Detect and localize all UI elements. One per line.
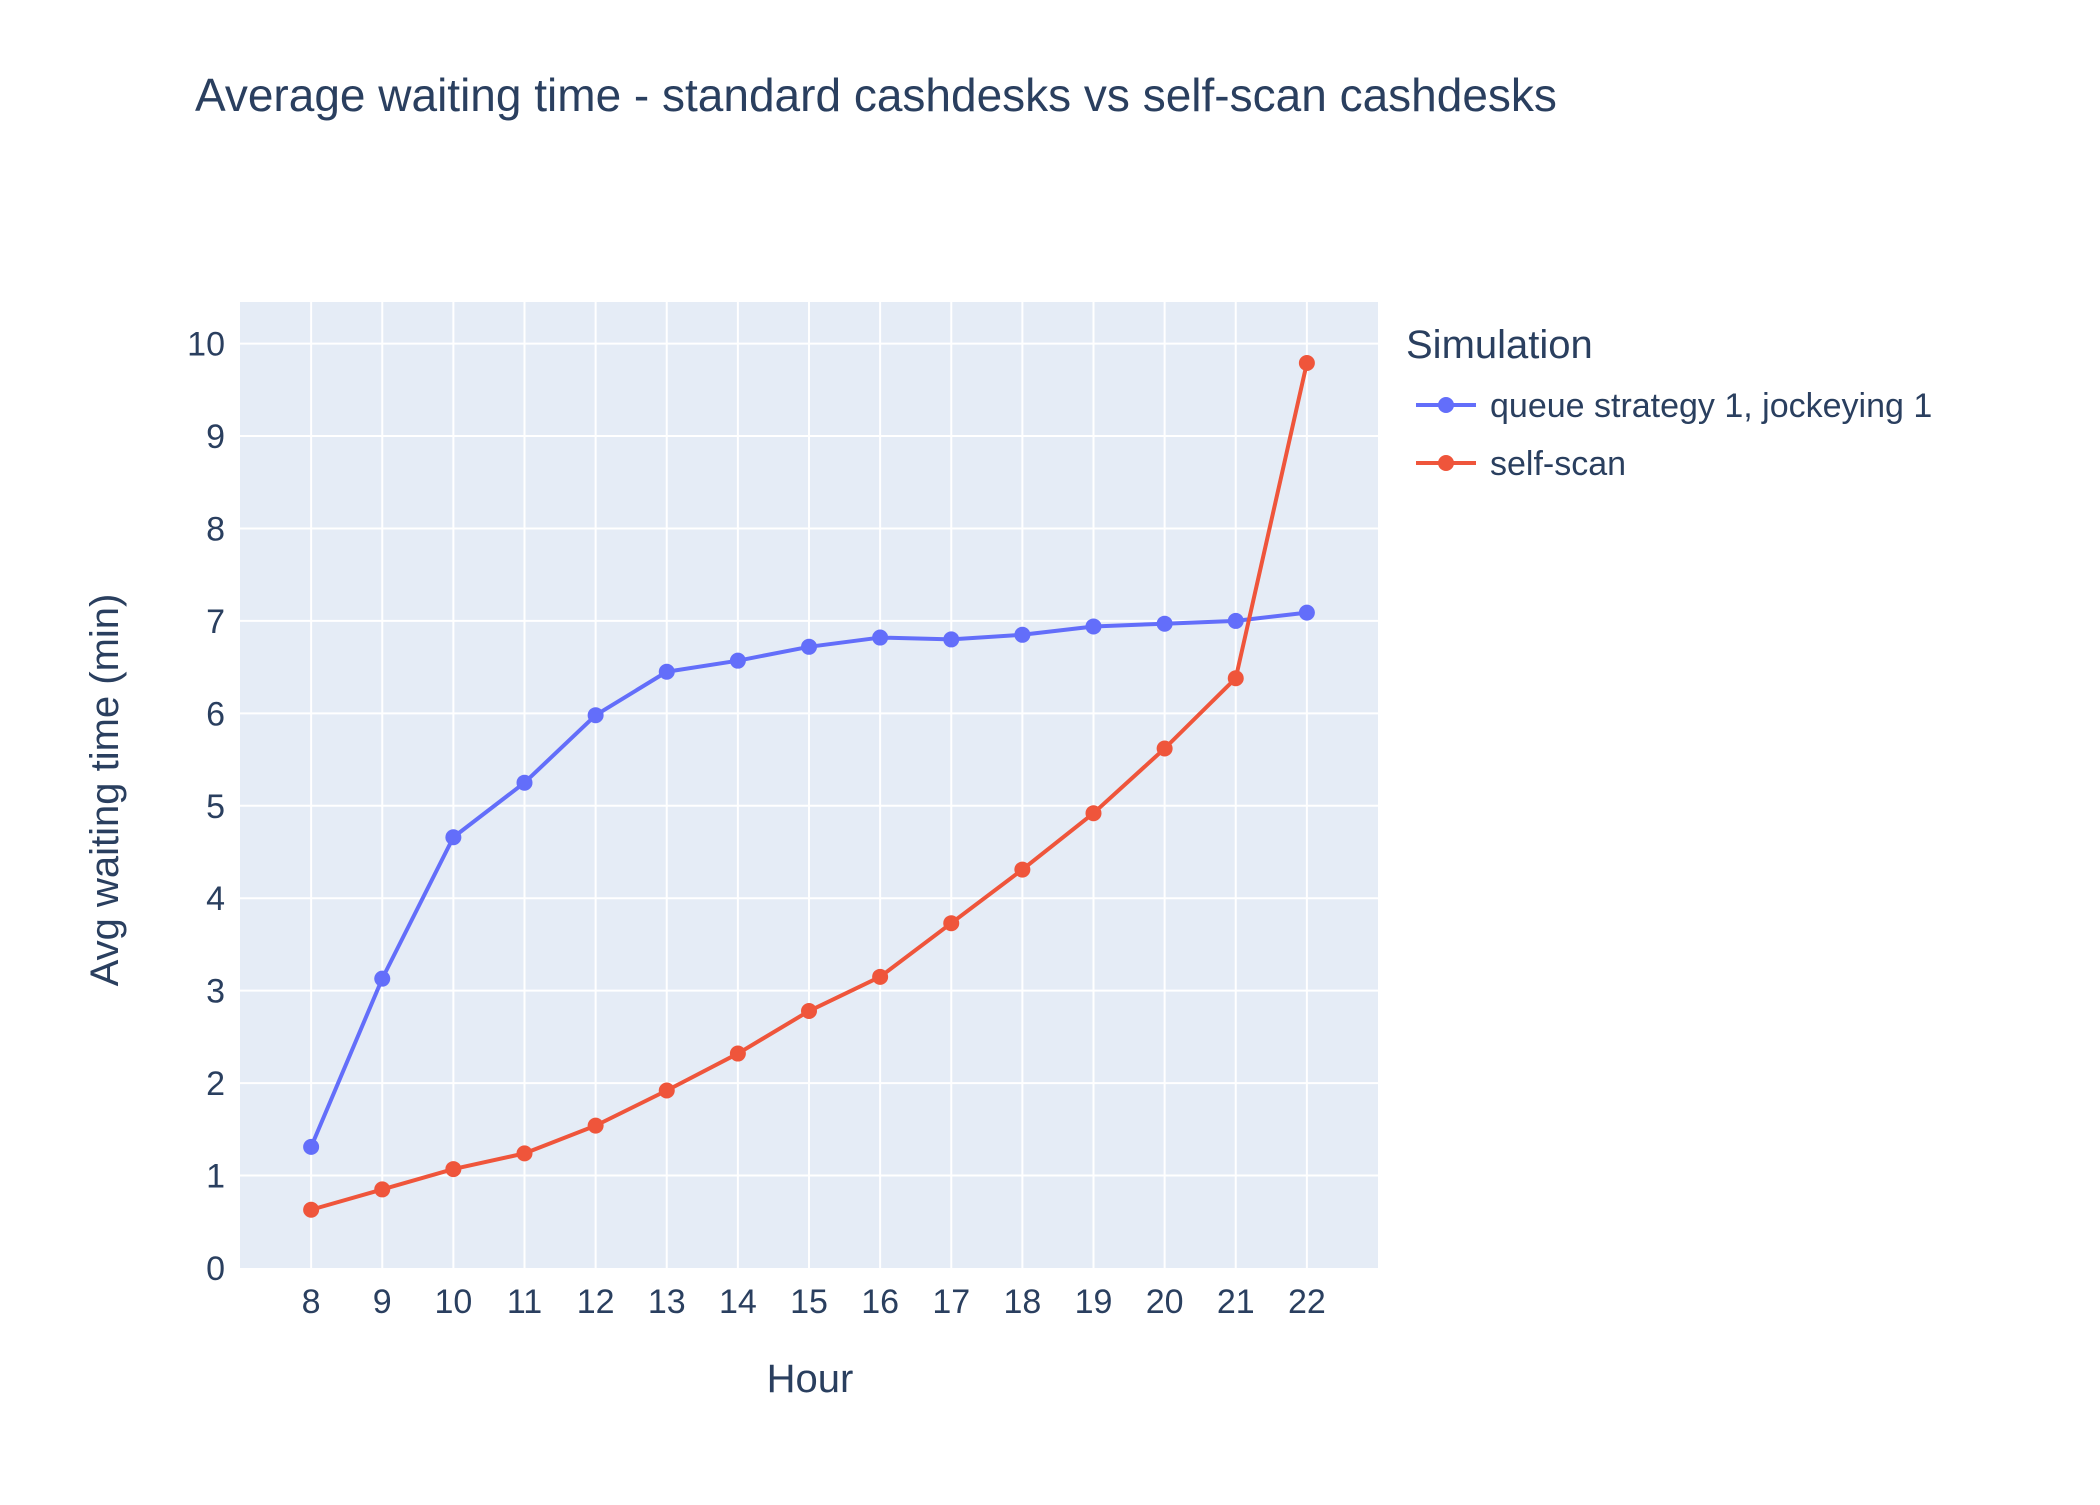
data-point <box>374 1181 391 1198</box>
data-point <box>303 1201 320 1218</box>
data-point <box>801 1003 817 1020</box>
data-point <box>658 663 675 680</box>
data-point <box>445 1161 462 1178</box>
x-tick-label: 15 <box>790 1283 828 1321</box>
data-point <box>303 1138 320 1155</box>
y-tick-label: 7 <box>206 603 225 641</box>
y-tick-label: 0 <box>206 1250 225 1288</box>
x-axis-title: Hour <box>767 1357 854 1401</box>
y-tick-label: 3 <box>206 973 225 1011</box>
y-tick-label: 1 <box>206 1158 225 1196</box>
data-point <box>658 1082 675 1099</box>
data-point <box>587 1117 604 1134</box>
data-point <box>587 707 604 724</box>
x-tick-label: 17 <box>932 1283 970 1321</box>
y-tick-label: 10 <box>187 326 225 364</box>
data-point <box>1156 740 1173 757</box>
y-tick-label: 9 <box>206 418 225 456</box>
x-tick-label: 20 <box>1146 1283 1184 1321</box>
legend-marker-2 <box>1438 455 1454 471</box>
x-tick-label: 14 <box>719 1283 757 1321</box>
data-point <box>1227 670 1244 687</box>
data-point <box>516 1145 533 1162</box>
data-point <box>872 629 889 646</box>
data-point <box>1014 861 1031 878</box>
legend: Simulation queue strategy 1, jockeying 1… <box>1406 323 1932 483</box>
data-point <box>1085 805 1102 822</box>
data-point <box>872 968 889 985</box>
y-tick-label: 5 <box>206 788 225 826</box>
legend-marker-1 <box>1438 397 1454 413</box>
y-axis-title: Avg waiting time (min) <box>83 594 127 987</box>
data-point <box>943 915 960 932</box>
chart-title: Average waiting time - standard cashdesk… <box>195 69 1557 121</box>
x-tick-label: 11 <box>507 1283 542 1321</box>
y-tick-label: 8 <box>206 510 225 548</box>
x-tick-label: 9 <box>373 1283 392 1321</box>
data-point <box>445 829 462 846</box>
data-point <box>729 1045 746 1062</box>
x-tick-label: 22 <box>1288 1283 1326 1321</box>
data-point <box>729 652 746 669</box>
x-tick-label: 16 <box>861 1283 899 1321</box>
data-point <box>1227 612 1244 629</box>
data-point <box>1156 615 1173 632</box>
y-tick-label: 4 <box>206 880 225 918</box>
legend-label-1: queue strategy 1, jockeying 1 <box>1490 387 1932 425</box>
y-tick-label: 2 <box>206 1065 225 1103</box>
x-tick-label: 13 <box>648 1283 686 1321</box>
legend-title: Simulation <box>1406 323 1593 367</box>
x-tick-label: 10 <box>434 1283 472 1321</box>
data-point <box>1085 618 1102 635</box>
y-tick-label: 6 <box>206 695 225 733</box>
data-point <box>1298 355 1315 372</box>
data-point <box>516 774 533 791</box>
x-tick-label: 21 <box>1217 1283 1255 1321</box>
data-point <box>801 638 817 655</box>
legend-label-2: self-scan <box>1490 445 1626 483</box>
data-point <box>943 631 960 648</box>
data-point <box>374 970 391 987</box>
x-tick-label: 12 <box>577 1283 615 1321</box>
x-tick-label: 8 <box>302 1283 321 1321</box>
data-point <box>1014 626 1031 643</box>
x-tick-label: 19 <box>1075 1283 1113 1321</box>
x-tick-label: 18 <box>1003 1283 1041 1321</box>
data-point <box>1298 604 1315 621</box>
